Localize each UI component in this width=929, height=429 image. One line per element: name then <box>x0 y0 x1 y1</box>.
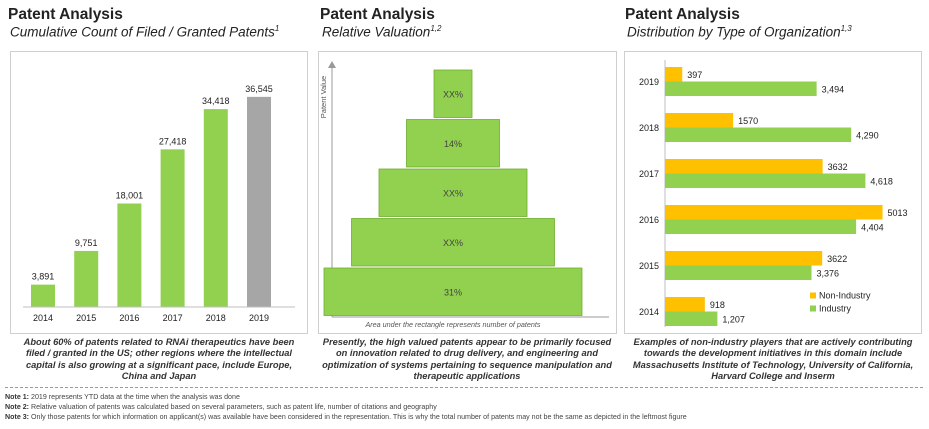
y-tick-label: 2014 <box>639 307 659 317</box>
cumulative-patents-chart: 3,891 2014 9,751 2015 18,001 2016 27,418 2017 34… <box>23 84 295 323</box>
bar-value-label: 4,618 <box>870 176 893 186</box>
bar-value-label: 3632 <box>828 162 848 172</box>
y-tick-label: 2017 <box>639 169 659 179</box>
panel1-title: Patent Analysis <box>8 6 123 23</box>
bar-value-label: 3,891 <box>32 272 55 282</box>
note-1: Note 1: 2019 represents YTD data at the … <box>5 393 240 401</box>
bar-non-industry-2017 <box>665 159 823 174</box>
relative-valuation-chart: Patent Value Area under the rectangle rep… <box>319 61 609 329</box>
panel2-title: Patent Analysis <box>320 6 435 23</box>
panel2-subtitle: Relative Valuation1,2 <box>322 24 442 40</box>
pyramid-tier <box>323 267 583 316</box>
note-3: Note 3: Only those patents for which inf… <box>5 413 687 421</box>
bar-value-label: 4,290 <box>856 130 879 140</box>
bar-value-label: 27,418 <box>159 136 187 146</box>
bar-value-label: 3,376 <box>817 268 840 278</box>
x-tick-label: 2014 <box>33 313 53 323</box>
bar-non-industry-2014 <box>665 297 705 312</box>
bar-value-label: 5013 <box>888 208 908 218</box>
bar-2019 <box>247 96 271 308</box>
bar-value-label: 397 <box>687 70 702 80</box>
bar-value-label: 3622 <box>827 254 847 264</box>
bar-non-industry-2016 <box>665 205 883 220</box>
bar-non-industry-2015 <box>665 251 823 266</box>
pyramid-tier-label: XX% <box>443 238 463 248</box>
bar-industry-2016 <box>665 219 857 234</box>
y-tick-label: 2018 <box>639 123 659 133</box>
pyramid-tier-label: XX% <box>443 89 463 99</box>
x-axis-label: Area under the rectangle represents numb… <box>364 320 540 329</box>
notes-divider <box>5 387 923 388</box>
pyramid-tier <box>406 119 500 168</box>
bar-value-label: 1570 <box>738 116 758 126</box>
footnotes: Note 1: 2019 represents YTD data at the … <box>5 392 687 422</box>
y-tick-label: 2019 <box>639 77 659 87</box>
bar-non-industry-2019 <box>665 67 683 82</box>
pyramid-tier-label: 14% <box>444 139 462 149</box>
panel3-subtitle: Distribution by Type of Organization1,3 <box>627 24 852 40</box>
bar-value-label: 9,751 <box>75 238 98 248</box>
x-tick-label: 2015 <box>76 313 96 323</box>
panel2-chart-frame: Patent Value Area under the rectangle rep… <box>318 51 617 334</box>
y-tick-label: 2015 <box>639 261 659 271</box>
x-tick-label: 2019 <box>249 313 269 323</box>
legend-label: Industry <box>819 304 852 314</box>
panel1-subtitle: Cumulative Count of Filed / Granted Pate… <box>10 24 280 40</box>
bar-industry-2018 <box>665 127 852 142</box>
panel1-caption: About 60% of patents related to RNAi the… <box>23 337 295 382</box>
bar-industry-2014 <box>665 311 718 326</box>
bar-value-label: 18,001 <box>116 190 144 200</box>
organization-type-chart: 2019 397 3,494 2018 1570 4,290 2017 3632 4,618 20… <box>639 60 908 327</box>
legend-swatch-non-industry <box>810 292 816 299</box>
x-tick-label: 2017 <box>163 313 183 323</box>
legend-label: Non-Industry <box>819 291 871 301</box>
panel2-caption: Presently, the high valued patents appea… <box>322 337 612 382</box>
panel3-chart-frame: 2019 397 3,494 2018 1570 4,290 2017 3632 4,618 20… <box>624 51 922 334</box>
pyramid-tier <box>351 218 555 267</box>
y-axis-label: Patent Value <box>319 76 328 118</box>
y-tick-label: 2016 <box>639 215 659 225</box>
bar-value-label: 918 <box>710 300 725 310</box>
x-tick-label: 2018 <box>206 313 226 323</box>
bar-value-label: 1,207 <box>722 314 745 324</box>
legend-swatch-industry <box>810 305 816 312</box>
bar-value-label: 3,494 <box>822 84 845 94</box>
panel3-title: Patent Analysis <box>625 6 740 23</box>
panel3-caption: Examples of non-industry players that ar… <box>632 337 914 382</box>
x-tick-label: 2016 <box>119 313 139 323</box>
pyramid-tier <box>378 168 528 217</box>
bar-value-label: 4,404 <box>861 222 884 232</box>
pyramid-tier-label: XX% <box>443 188 463 198</box>
bar-2017 <box>160 149 185 307</box>
bar-value-label: 36,545 <box>245 84 273 94</box>
bar-industry-2015 <box>665 265 812 280</box>
bar-value-label: 34,418 <box>202 96 230 106</box>
y-axis-arrow <box>328 61 336 68</box>
note-2: Note 2: Relative valuation of patents wa… <box>5 403 437 411</box>
bar-2015 <box>74 250 99 307</box>
bar-non-industry-2018 <box>665 113 734 128</box>
pyramid-tier <box>433 69 473 118</box>
bar-industry-2017 <box>665 173 866 188</box>
bar-2018 <box>203 109 228 307</box>
bar-2016 <box>117 203 142 307</box>
panel1-chart-frame: 3,891 2014 9,751 2015 18,001 2016 27,418 2017 34… <box>10 51 308 334</box>
bar-2014 <box>31 284 55 307</box>
pyramid-tier-label: 31% <box>444 287 462 297</box>
bar-industry-2019 <box>665 81 817 96</box>
